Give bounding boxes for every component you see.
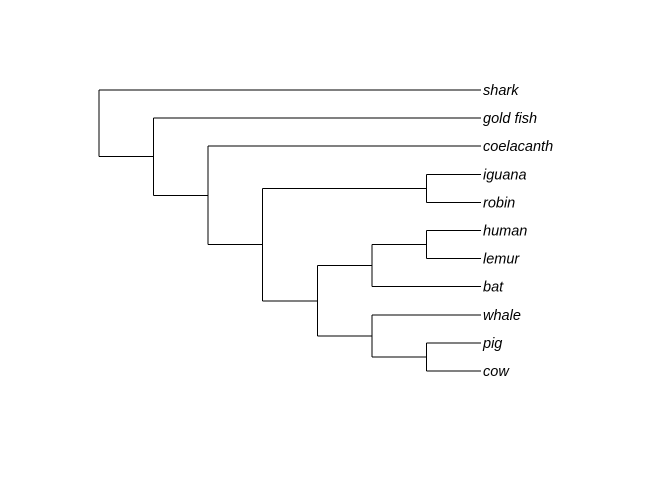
tip-label: gold fish — [483, 111, 537, 127]
tip-label: robin — [483, 195, 515, 211]
tip-label: human — [483, 224, 527, 240]
tip-label: whale — [483, 308, 521, 324]
tree-branches — [98, 89, 481, 372]
tip-label: cow — [483, 364, 510, 380]
tip-label: iguana — [483, 167, 527, 183]
tip-label: coelacanth — [483, 139, 553, 155]
tip-labels: shark gold fish coelacanth iguana robin human… — [482, 83, 553, 380]
tip-label: lemur — [483, 252, 520, 268]
tip-label: shark — [483, 83, 519, 99]
tip-label: bat — [483, 280, 504, 296]
tip-label: pig — [482, 336, 502, 352]
